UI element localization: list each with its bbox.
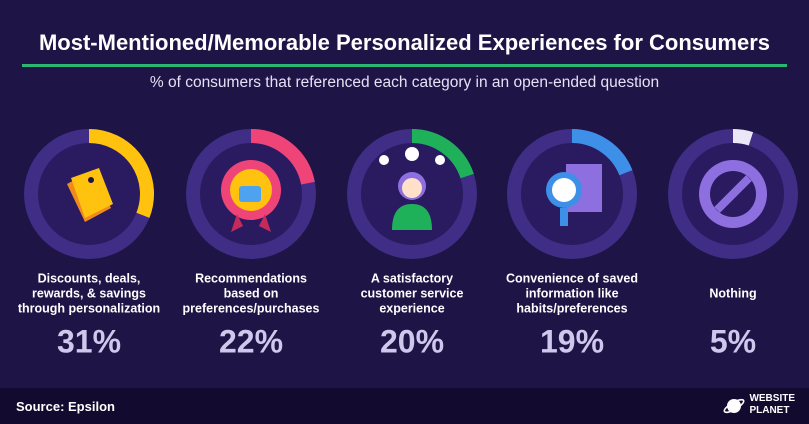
source: Source: Epsilon <box>16 399 115 414</box>
title-underline <box>22 64 787 67</box>
category-label: A satisfactory customer service experien… <box>360 271 464 316</box>
icon <box>379 155 389 165</box>
icon <box>560 208 568 226</box>
category-label: Discounts, deals, rewards, & savings thr… <box>17 271 161 316</box>
value-label: 20% <box>379 323 445 360</box>
gauge <box>347 129 477 259</box>
gauge <box>186 129 316 259</box>
icon <box>405 147 419 161</box>
brand-logo: WEBSITE PLANET <box>723 393 795 417</box>
icon <box>435 155 445 165</box>
footer: Source: Epsilon WEBSITE PLANET <box>0 388 809 424</box>
brand-line: WEBSITE <box>749 393 795 404</box>
chart-subtitle: % of consumers that referenced each cate… <box>149 74 660 91</box>
icon <box>402 178 422 198</box>
gauges <box>24 129 798 259</box>
category-label: Convenience of saved information like ha… <box>506 271 638 316</box>
gauge <box>507 129 637 259</box>
gauge <box>24 129 154 259</box>
gauge-arc <box>88 129 154 218</box>
gauge-arc <box>732 129 754 146</box>
category-label: Recommendations based on preferences/pur… <box>182 271 320 316</box>
gauge-arc <box>250 129 315 185</box>
icon <box>239 186 261 202</box>
icon <box>552 178 576 202</box>
gauge-arc <box>571 129 633 176</box>
icon <box>714 175 752 213</box>
category-label: Nothing <box>709 286 757 301</box>
brand-icon <box>723 398 745 414</box>
gauge <box>668 129 798 259</box>
icon <box>392 204 432 230</box>
brand-line: PLANET <box>749 405 790 416</box>
gauge-arc <box>411 129 474 179</box>
chart-title: Most-Mentioned/Memorable Personalized Ex… <box>38 30 771 55</box>
value-label: 31% <box>56 323 122 360</box>
icon <box>71 168 113 218</box>
icon <box>231 214 271 232</box>
value-label: 5% <box>709 323 757 360</box>
icon <box>88 177 94 183</box>
value-label: 22% <box>218 323 284 360</box>
value-label: 19% <box>539 323 605 360</box>
